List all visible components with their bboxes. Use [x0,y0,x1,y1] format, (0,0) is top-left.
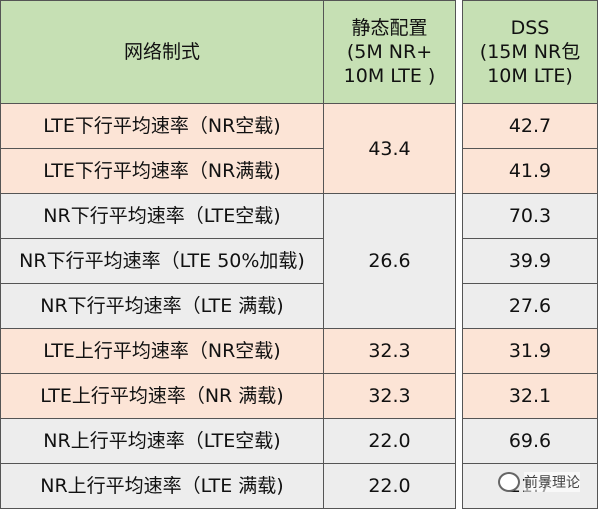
header-line: 10M LTE ) [343,65,436,87]
table-left: 网络制式 静态配置 (5M NR+ 10M LTE ) LTE下行平均速率（NR… [0,0,456,509]
row-label: LTE上行平均速率（NR空载) [0,328,324,374]
row-label: NR下行平均速率（LTE 满载) [0,283,324,329]
row-label: NR上行平均速率（LTE 满载) [0,463,324,509]
header-cell: DSS (15M NR包 10M LTE) [462,0,598,104]
dss-value: 32.1 [462,373,598,419]
static-value: 32.3 [323,328,456,374]
header-line: 静态配置 [351,17,428,39]
row-label: NR上行平均速率（LTE空载) [0,418,324,464]
dss-value: 69.6 [462,418,598,464]
watermark: 前景理论 [498,472,580,492]
header-line: DSS [510,17,550,39]
header-cell: 静态配置 (5M NR+ 10M LTE ) [323,0,456,104]
static-value: 32.3 [323,373,456,419]
dss-value: 39.9 [462,238,598,284]
dss-value: 31.9 [462,328,598,374]
watermark-text: 前景理论 [524,472,580,492]
header-line: 10M LTE) [487,65,573,87]
row-label: LTE下行平均速率（NR空载) [0,103,324,149]
header-cell: 网络制式 [0,0,324,104]
dss-value: 42.7 [462,103,598,149]
dss-value: 70.3 [462,193,598,239]
row-label: LTE下行平均速率（NR满载) [0,148,324,194]
static-value: 26.6 [323,193,456,329]
static-value: 43.4 [323,103,456,194]
static-value: 22.0 [323,463,456,509]
table-right: DSS (15M NR包 10M LTE) 42.7 41.9 70.3 39.… [462,0,598,509]
watermark-icon [498,472,520,492]
dss-value: 41.9 [462,148,598,194]
dss-value: 27.6 [462,283,598,329]
row-label: LTE上行平均速率（NR 满载) [0,373,324,419]
row-label: NR下行平均速率（LTE空载) [0,193,324,239]
static-value: 22.0 [323,418,456,464]
header-line: (15M NR包 [479,41,581,63]
row-label: NR下行平均速率（LTE 50%加载) [0,238,324,284]
header-line: (5M NR+ [346,41,433,63]
